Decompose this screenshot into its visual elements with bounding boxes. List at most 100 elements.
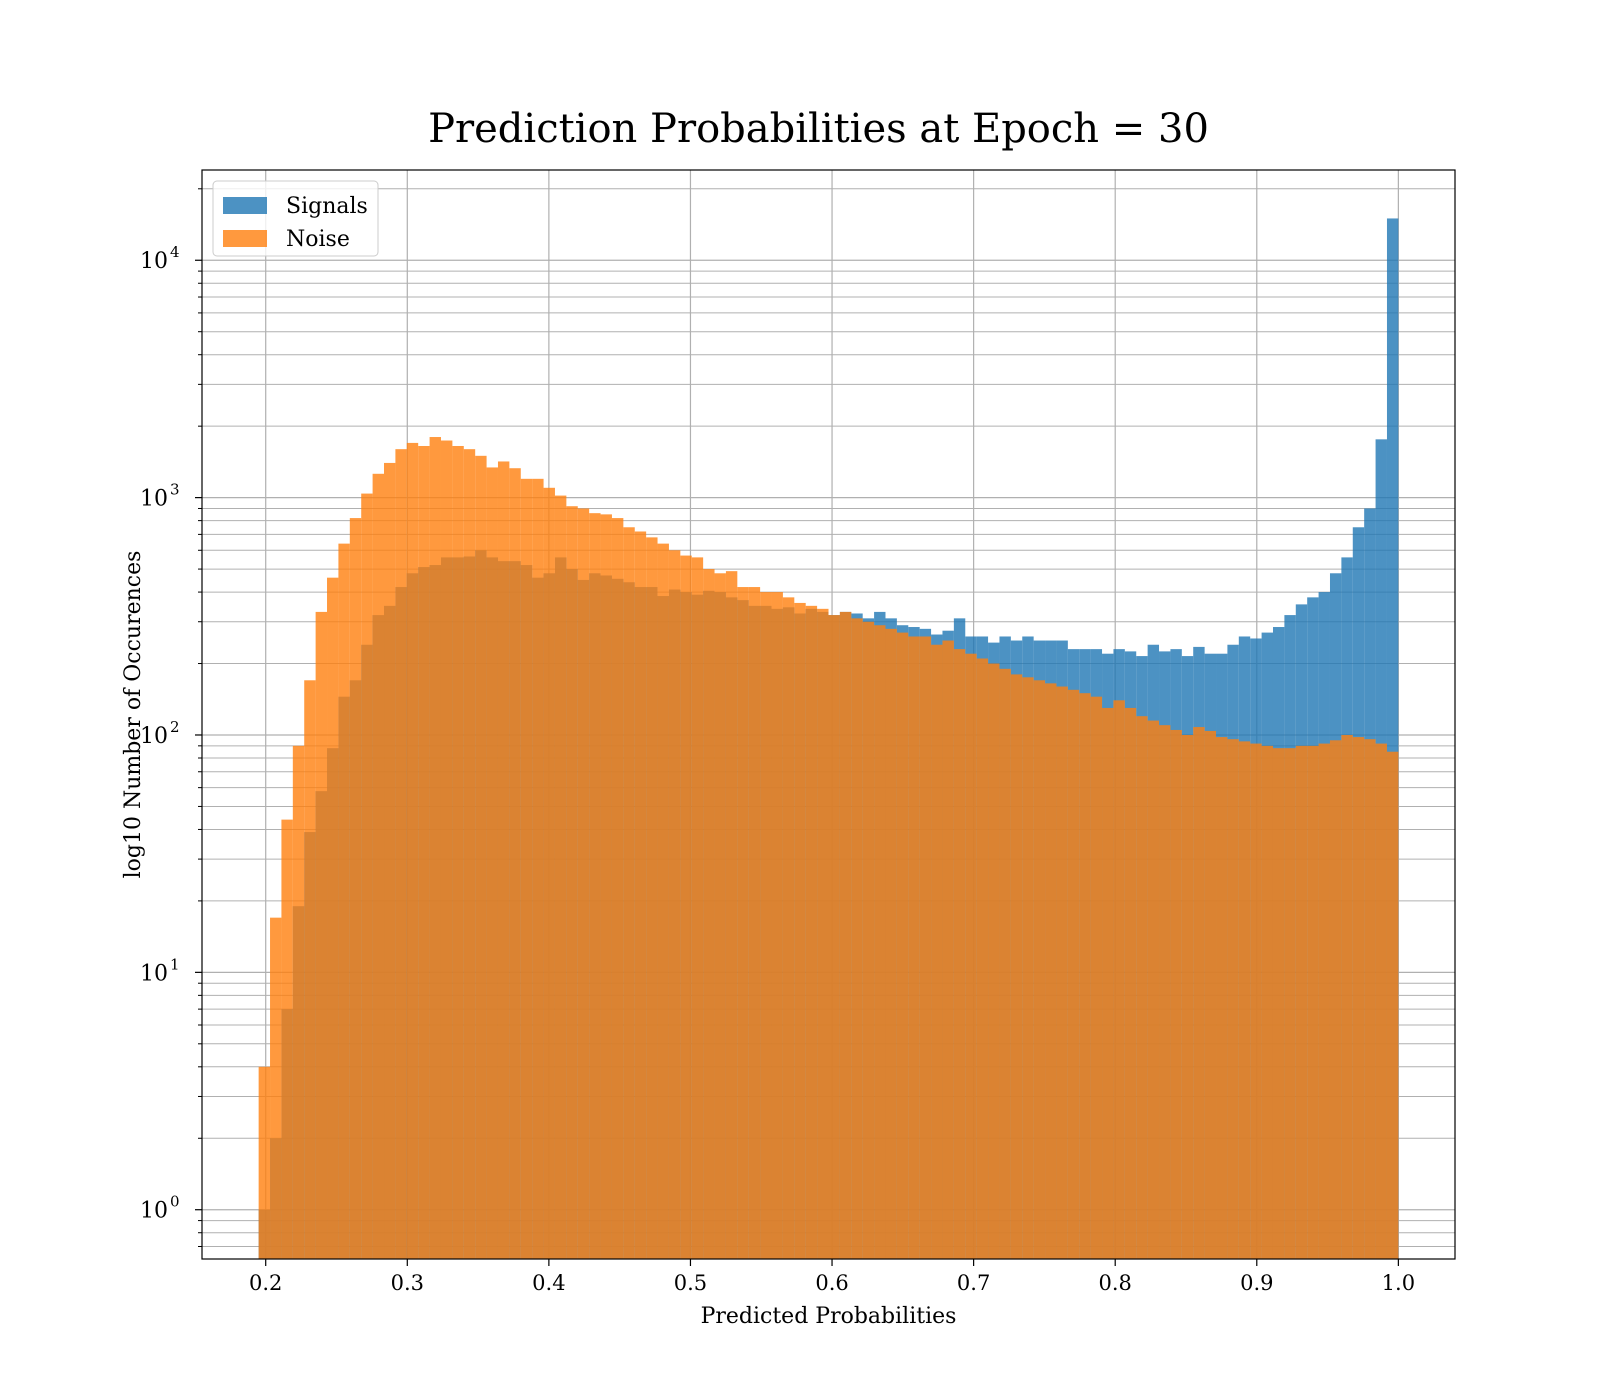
x-tick-label: 0.5 — [674, 1271, 707, 1295]
bar-noise — [281, 819, 293, 1259]
bar-noise — [1067, 689, 1080, 1259]
bar-noise — [794, 602, 806, 1259]
bar-noise — [1159, 725, 1171, 1259]
y-tick-exponent: 3 — [170, 481, 180, 499]
bar-noise — [953, 649, 966, 1259]
bar-noise — [1250, 743, 1262, 1259]
bar-noise — [828, 615, 840, 1259]
bar-noise — [1216, 737, 1228, 1259]
bar-noise — [270, 917, 282, 1259]
bar-noise — [384, 462, 396, 1259]
bar-noise — [1284, 748, 1296, 1259]
bar-noise — [885, 628, 897, 1259]
bar-noise — [304, 680, 316, 1259]
bar-noise — [600, 514, 612, 1259]
bar-noise — [714, 573, 726, 1259]
y-tick-exponent: 0 — [170, 1193, 180, 1211]
y-tick-label: 10 — [140, 487, 168, 512]
bar-noise — [965, 653, 977, 1259]
bar-noise — [1204, 730, 1217, 1259]
bar-noise — [349, 518, 362, 1259]
bar-noise — [691, 557, 704, 1259]
y-tick-label: 10 — [140, 961, 168, 986]
bar-noise — [1261, 745, 1273, 1259]
bar-noise — [452, 445, 464, 1259]
bar-noise — [440, 440, 453, 1259]
bar-noise — [657, 543, 669, 1259]
series-noise — [258, 437, 1399, 1260]
bar-noise — [1113, 700, 1125, 1259]
bar-noise — [1238, 741, 1251, 1259]
bar-noise — [919, 636, 932, 1259]
y-tick-label: 10 — [140, 724, 168, 749]
bar-noise — [668, 550, 681, 1259]
bar-noise — [1341, 734, 1353, 1259]
x-tick-label: 1.0 — [1382, 1271, 1415, 1295]
y-tick-label: 10 — [140, 1199, 168, 1224]
bar-noise — [577, 508, 590, 1259]
bar-noise — [976, 658, 989, 1259]
y-tick-exponent: 4 — [170, 243, 180, 261]
bar-noise — [611, 518, 624, 1259]
bar-noise — [475, 455, 487, 1259]
bar-noise — [418, 445, 430, 1259]
bar-noise — [851, 618, 863, 1259]
bar-noise — [1352, 737, 1365, 1259]
legend-swatch-noise — [223, 230, 267, 247]
x-axis-ticks: 0.2 0.3 0.4 0.5 0.6 0.7 0.8 0.9 1.0 — [249, 1259, 1415, 1295]
bar-noise — [680, 555, 692, 1259]
bar-noise — [1136, 716, 1148, 1259]
bar-noise — [725, 571, 738, 1259]
bar-noise — [520, 478, 533, 1259]
bar-noise — [817, 608, 829, 1259]
bar-noise — [1170, 729, 1182, 1259]
plot-frame — [201, 169, 1456, 1260]
bar-noise — [1272, 748, 1285, 1259]
bar-noise — [1102, 707, 1114, 1259]
bar-noise — [737, 587, 749, 1259]
legend-label-signals: Signals — [286, 194, 368, 219]
bar-noise — [566, 506, 578, 1259]
bar-noise — [1364, 739, 1376, 1259]
bar-noise — [999, 668, 1011, 1259]
bar-noise — [327, 577, 339, 1259]
bar-noise — [874, 625, 886, 1259]
bar-noise — [1079, 693, 1091, 1259]
legend-swatch-signals — [223, 197, 267, 214]
bar-noise — [509, 468, 521, 1260]
bar-noise — [429, 437, 441, 1260]
bar-noise — [1375, 743, 1387, 1259]
bar-noise — [942, 640, 954, 1259]
y-axis-label: log10 Number of Occurences — [121, 551, 146, 879]
bar-noise — [406, 442, 419, 1259]
x-tick-label: 0.3 — [391, 1271, 424, 1295]
bar-noise — [1318, 743, 1330, 1259]
bar-noise — [463, 449, 476, 1260]
legend-label-noise: Noise — [286, 227, 350, 252]
bar-noise — [634, 531, 647, 1259]
bar-noise — [315, 611, 328, 1259]
bar-noise — [896, 632, 909, 1259]
bar-noise — [760, 592, 772, 1259]
bar-noise — [1307, 745, 1319, 1259]
chart-title: Prediction Probabilities at Epoch = 30 — [428, 106, 1209, 152]
bar-noise — [1022, 677, 1034, 1259]
x-tick-label: 0.8 — [1099, 1271, 1132, 1295]
x-tick-label: 0.9 — [1240, 1271, 1273, 1295]
histogram-bars — [258, 218, 1399, 1260]
bar-noise — [805, 605, 818, 1259]
bar-noise — [839, 611, 852, 1259]
y-tick-exponent: 2 — [170, 718, 180, 736]
y-tick-exponent: 1 — [170, 955, 180, 973]
legend: Signals Noise — [212, 180, 379, 257]
bar-noise — [646, 537, 658, 1259]
bar-noise — [338, 543, 350, 1259]
x-axis-label: Predicted Probabilities — [701, 1304, 957, 1329]
bar-noise — [1193, 727, 1205, 1259]
bar-noise — [1386, 751, 1399, 1259]
bar-noise — [931, 644, 943, 1259]
y-tick-label: 10 — [140, 249, 168, 274]
bar-noise — [1124, 707, 1137, 1259]
